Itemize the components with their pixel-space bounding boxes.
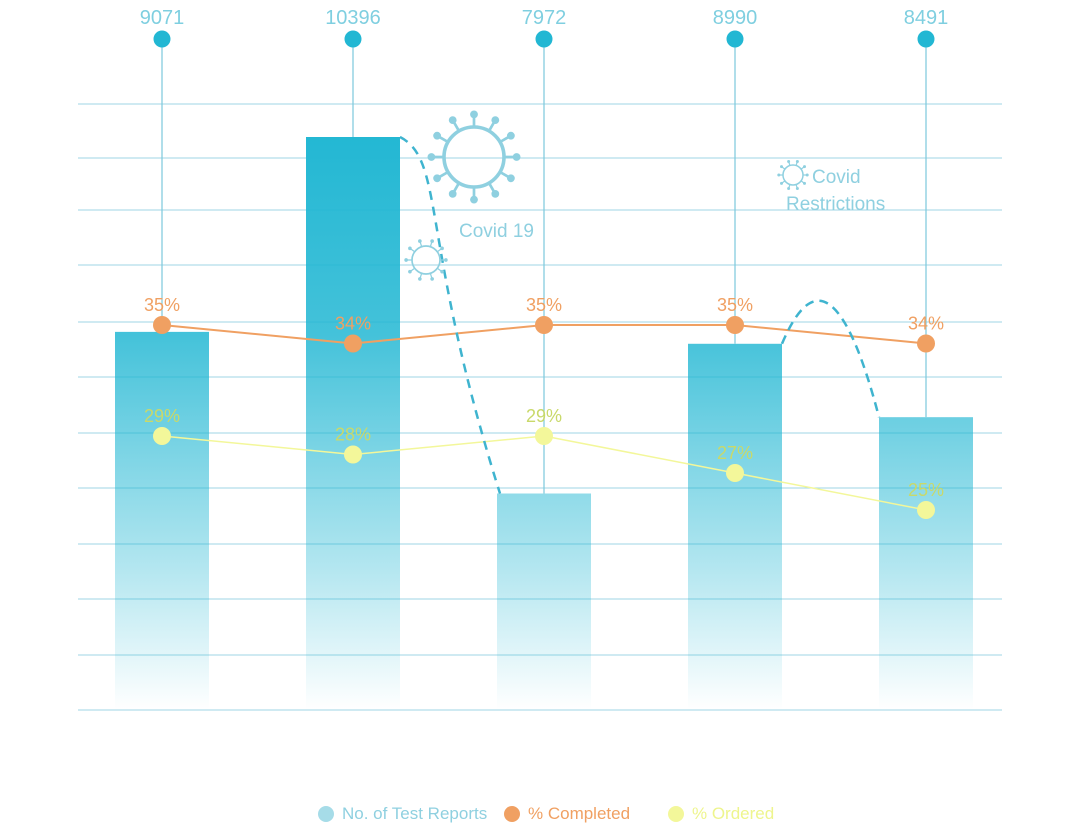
ordered-label: 28% <box>335 425 371 445</box>
covid-19-dashed-curve <box>399 135 502 494</box>
ordered-label: 25% <box>908 480 944 500</box>
annotation-covid-restrictions-line1: Covid <box>812 167 861 188</box>
virus-restrictions-icon <box>777 159 809 191</box>
legend-label-test-reports: No. of Test Reports <box>342 804 488 823</box>
ordered-point <box>153 427 171 445</box>
completed-label: 34% <box>335 314 371 334</box>
bar-value-label: 8990 <box>713 7 758 29</box>
completed-label: 34% <box>908 314 944 334</box>
legend-swatch-test-reports <box>318 806 334 822</box>
annotation-covid-restrictions-line2: Restrictions <box>786 194 885 215</box>
legend-item-completed: % Completed <box>504 804 630 824</box>
ordered-label: 29% <box>526 406 562 426</box>
legend-swatch-ordered <box>668 806 684 822</box>
legend-swatch-completed <box>504 806 520 822</box>
legend-label-completed: % Completed <box>528 804 631 823</box>
ordered-label: 29% <box>144 406 180 426</box>
bar-pin <box>535 30 553 48</box>
bar-value-label: 9071 <box>140 7 185 29</box>
legend: No. of Test Reports % Completed % Ordere… <box>0 800 1080 830</box>
completed-point <box>917 334 935 353</box>
bar-value-label: 8491 <box>904 7 949 29</box>
completed-point <box>153 316 171 334</box>
virus-small-icon <box>404 239 448 281</box>
bar-value-label: 10396 <box>325 7 381 29</box>
ordered-point <box>726 464 744 482</box>
ordered-point <box>917 501 935 519</box>
completed-label: 35% <box>144 295 180 315</box>
bar <box>497 493 591 710</box>
ordered-label: 27% <box>717 443 753 463</box>
virus-large-icon <box>427 110 521 204</box>
legend-label-ordered: % Ordered <box>692 804 775 823</box>
bar-value-label: 7972 <box>522 7 567 29</box>
ordered-point <box>535 427 553 445</box>
bar <box>879 417 973 710</box>
bar-pin <box>917 30 935 48</box>
bar <box>115 331 209 710</box>
bar-pin <box>726 30 744 48</box>
legend-item-test-reports: No. of Test Reports <box>318 804 487 824</box>
completed-point <box>344 334 362 353</box>
completed-point <box>726 316 744 334</box>
completed-label: 35% <box>526 295 562 315</box>
legend-item-ordered: % Ordered <box>668 804 774 824</box>
chart-svg: 9071 10396 7972 8990 8491 35% 34% 35% 35% 34% 29% 2… <box>78 7 1002 711</box>
ordered-point <box>344 445 362 464</box>
covid-restrictions-dashed-curve <box>780 299 881 418</box>
bar <box>688 343 782 710</box>
bar-pin <box>344 30 362 48</box>
completed-label: 35% <box>717 295 753 315</box>
bar <box>306 137 400 710</box>
bar-pin <box>153 30 171 48</box>
completed-point <box>535 316 553 334</box>
annotation-covid-19: Covid 19 <box>459 221 534 242</box>
